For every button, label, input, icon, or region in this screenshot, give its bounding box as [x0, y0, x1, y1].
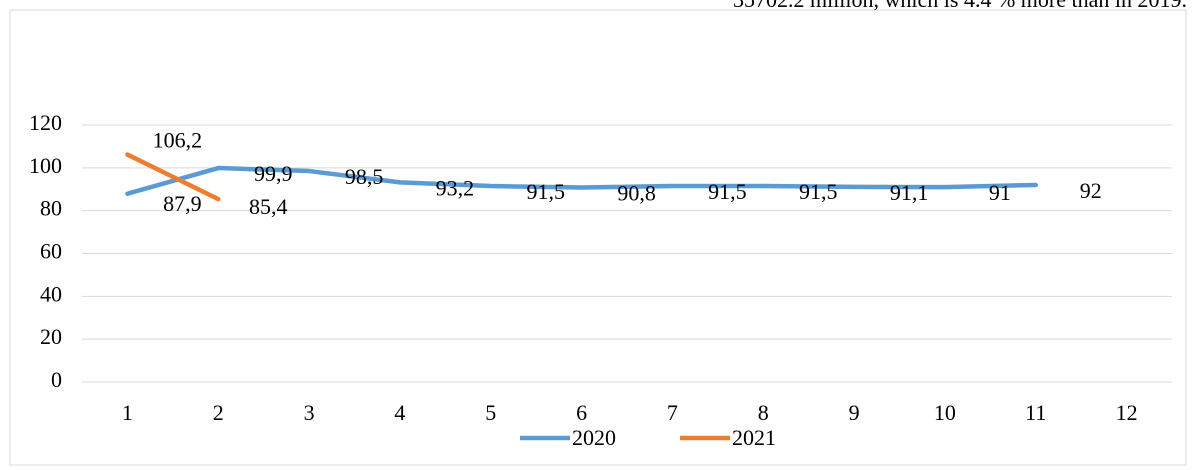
y-tick-label: 40 [40, 281, 62, 306]
data-label: 91 [989, 180, 1011, 205]
x-tick-label: 1 [122, 400, 133, 425]
data-label: 91,5 [708, 179, 747, 204]
x-tick-label: 2 [213, 400, 224, 425]
x-tick-label: 9 [849, 400, 860, 425]
data-label: 92 [1080, 178, 1102, 203]
series-line [125, 165, 1038, 196]
data-label: 91,5 [527, 179, 566, 204]
data-label: 90,8 [617, 181, 656, 206]
y-tick-label: 0 [51, 367, 62, 392]
x-tick-label: 4 [394, 400, 405, 425]
legend-label: 2020 [572, 425, 616, 450]
x-tick-label: 3 [304, 400, 315, 425]
note-text: 35702.2 million, which is 4.4 % more tha… [733, 0, 1187, 12]
x-tick-label: 5 [485, 400, 496, 425]
data-label: 99,9 [254, 161, 293, 186]
data-label: 91,1 [890, 180, 929, 205]
y-tick-label: 60 [40, 239, 62, 264]
x-tick-label: 8 [758, 400, 769, 425]
data-label: 106,2 [153, 128, 203, 153]
y-tick-label: 120 [29, 110, 62, 135]
y-tick-label: 80 [40, 196, 62, 221]
x-tick-label: 7 [667, 400, 678, 425]
x-tick-label: 11 [1025, 400, 1046, 425]
x-tick-label: 6 [576, 400, 587, 425]
x-tick-label: 12 [1116, 400, 1138, 425]
legend-label: 2021 [732, 425, 776, 450]
x-tick-label: 10 [934, 400, 956, 425]
data-label: 87,9 [163, 191, 202, 216]
series-line [125, 152, 221, 202]
data-label: 85,4 [249, 194, 288, 219]
data-label: 91,5 [799, 179, 838, 204]
data-label: 98,5 [345, 164, 384, 189]
y-tick-label: 100 [29, 153, 62, 178]
data-label: 93,2 [436, 175, 475, 200]
y-tick-label: 20 [40, 324, 62, 349]
chart-frame [9, 9, 1187, 466]
